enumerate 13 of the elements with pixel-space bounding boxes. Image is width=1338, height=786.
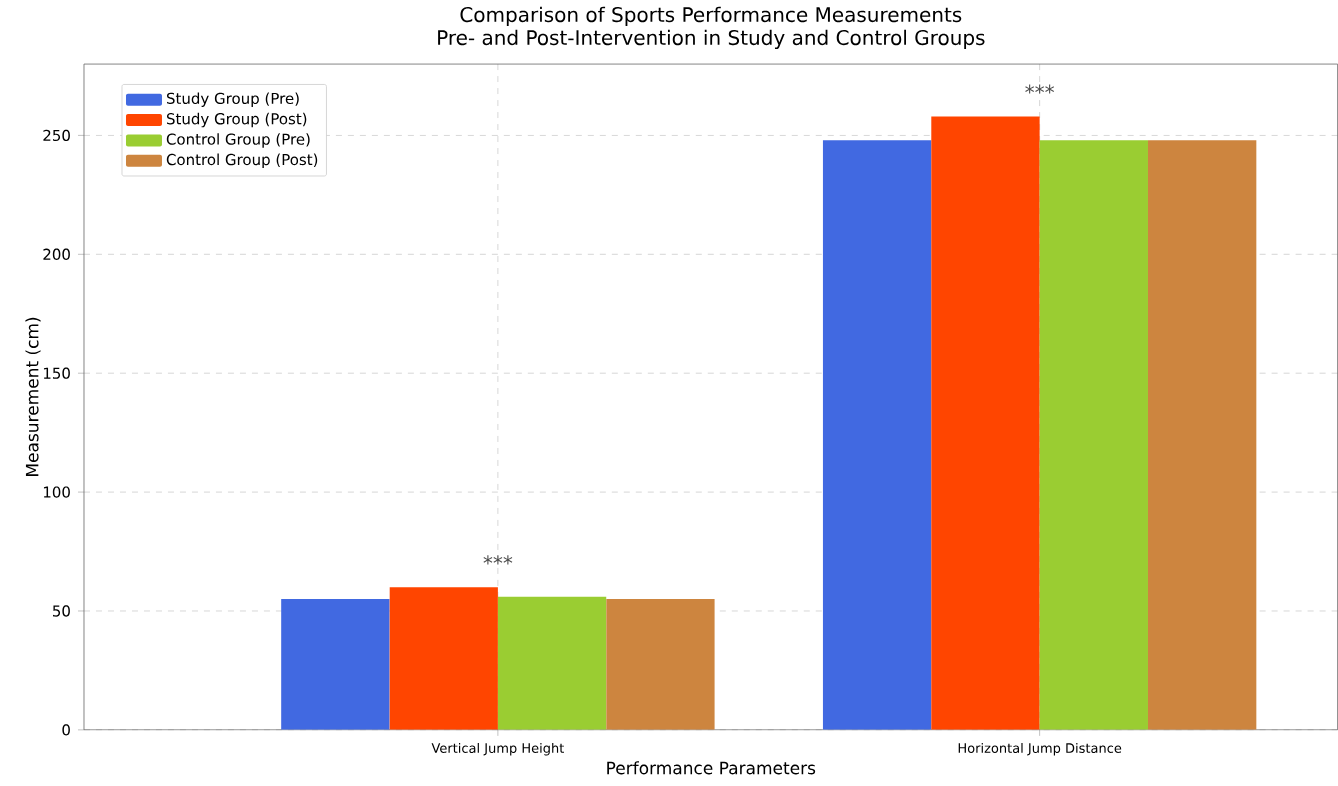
bar — [931, 116, 1040, 730]
bar — [389, 587, 498, 730]
bar — [606, 599, 715, 730]
bar — [281, 599, 390, 730]
y-axis-title: Measurement (cm) — [25, 317, 41, 476]
annotation: *** — [1025, 84, 1055, 94]
bar — [497, 596, 607, 730]
x-axis-title: Performance Parameters — [607, 761, 816, 775]
bar — [1147, 140, 1257, 730]
bar — [822, 140, 932, 730]
annotation: *** — [483, 555, 513, 565]
bar — [1039, 140, 1148, 730]
chart-title: Comparison of Sports Performance Measurements Pre- and Post-Intervention in Study and Control Groups — [438, 6, 985, 50]
